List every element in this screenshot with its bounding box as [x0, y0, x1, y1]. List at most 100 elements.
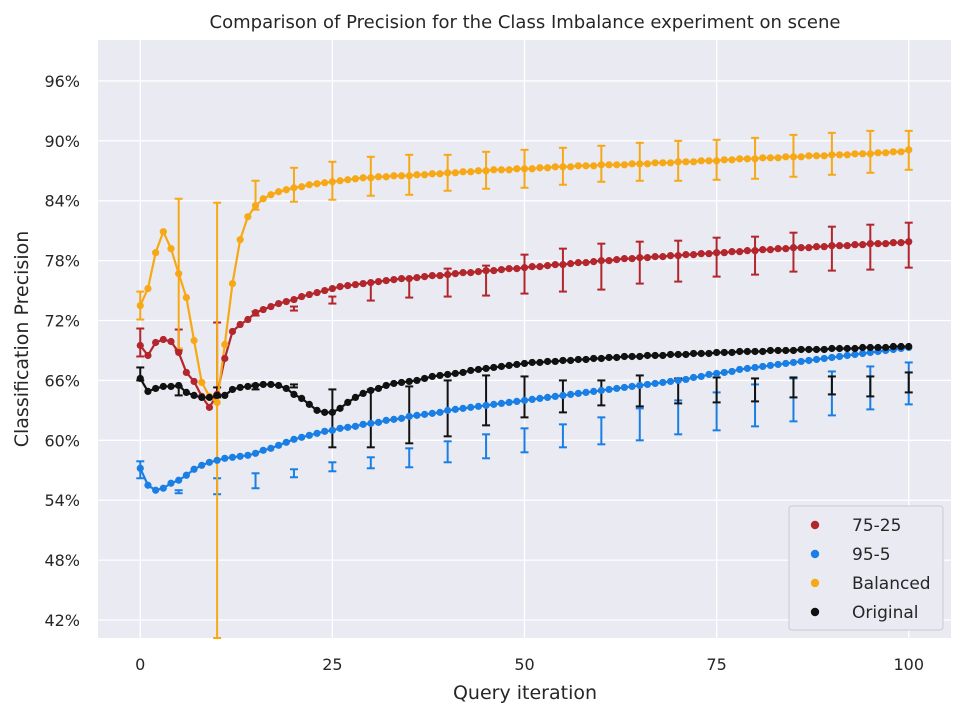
- data-point-95-5: [751, 363, 759, 372]
- data-point-95-5: [182, 471, 190, 479]
- data-point-original: [889, 342, 897, 351]
- data-point-75-25: [905, 238, 913, 246]
- data-point-75-25: [274, 299, 283, 308]
- data-point-95-5: [420, 410, 429, 418]
- data-point-95-5: [282, 438, 290, 446]
- data-point-95-5: [835, 352, 844, 361]
- y-tick-label: 90%: [44, 132, 80, 151]
- data-point-balanced: [805, 152, 813, 160]
- data-point-original: [459, 368, 467, 377]
- data-point-balanced: [574, 162, 582, 170]
- data-point-balanced: [490, 166, 498, 174]
- data-point-balanced: [874, 149, 882, 157]
- error-bar-original: [866, 375, 875, 398]
- data-point-75-25: [590, 258, 598, 266]
- data-point-balanced: [582, 162, 590, 170]
- data-point-75-25: [374, 277, 383, 286]
- data-point-75-25: [882, 240, 890, 248]
- data-point-original: [420, 374, 429, 383]
- data-point-75-25: [551, 261, 559, 269]
- data-point-original: [413, 376, 421, 385]
- data-point-balanced: [628, 160, 636, 168]
- data-point-95-5: [359, 420, 367, 428]
- data-point-balanced: [866, 150, 874, 158]
- data-point-95-5: [351, 422, 360, 430]
- data-point-original: [282, 384, 290, 393]
- data-point-75-25: [313, 288, 321, 297]
- error-bar-original: [289, 383, 298, 389]
- data-point-original: [789, 346, 798, 355]
- data-point-75-25: [728, 248, 736, 256]
- data-point-95-5: [382, 416, 390, 424]
- data-point-75-25: [451, 270, 459, 278]
- data-point-95-5: [205, 458, 214, 466]
- data-point-75-25: [559, 261, 567, 269]
- data-point-original: [190, 391, 198, 400]
- data-point-75-25: [851, 241, 859, 249]
- data-point-original: [152, 384, 160, 393]
- data-point-balanced: [374, 173, 383, 181]
- data-point-original: [743, 347, 751, 356]
- data-point-original: [397, 378, 406, 387]
- data-point-original: [866, 343, 874, 352]
- data-point-75-25: [797, 244, 805, 252]
- data-point-75-25: [190, 377, 198, 386]
- data-point-original: [198, 393, 206, 402]
- data-point-original: [874, 343, 882, 352]
- data-point-balanced: [597, 161, 605, 169]
- data-point-95-5: [321, 427, 329, 435]
- error-bar-95-5: [597, 416, 606, 446]
- data-point-75-25: [159, 335, 167, 344]
- data-point-75-25: [805, 244, 813, 252]
- data-point-75-25: [897, 239, 905, 247]
- data-point-75-25: [152, 338, 160, 347]
- error-bar-75-25: [712, 236, 721, 278]
- data-point-75-25: [697, 250, 705, 258]
- data-point-balanced: [766, 154, 775, 162]
- data-point-95-5: [789, 358, 798, 367]
- data-point-original: [797, 345, 805, 354]
- data-point-balanced: [451, 169, 459, 177]
- data-point-balanced: [697, 157, 705, 165]
- data-point-75-25: [290, 295, 298, 304]
- data-point-balanced: [474, 167, 482, 175]
- data-point-balanced: [743, 155, 751, 163]
- data-point-original: [359, 389, 367, 398]
- data-point-95-5: [520, 396, 529, 404]
- data-point-95-5: [628, 382, 636, 391]
- data-point-95-5: [159, 484, 167, 492]
- data-point-75-25: [674, 252, 682, 260]
- data-point-balanced: [328, 178, 336, 186]
- error-bar-75-25: [520, 253, 529, 295]
- error-bar-95-5: [635, 407, 644, 442]
- data-point-balanced: [720, 156, 728, 164]
- data-point-75-25: [413, 274, 421, 282]
- data-point-original: [613, 353, 621, 362]
- data-point-balanced: [152, 249, 160, 257]
- data-point-original: [774, 346, 782, 355]
- data-point-original: [244, 382, 252, 391]
- data-point-75-25: [782, 245, 790, 253]
- data-point-balanced: [190, 336, 198, 345]
- data-point-original: [236, 383, 244, 392]
- data-point-balanced: [705, 157, 713, 165]
- data-point-balanced: [505, 166, 513, 174]
- data-point-95-5: [405, 412, 413, 420]
- data-point-95-5: [713, 369, 721, 378]
- data-point-original: [720, 348, 728, 357]
- data-point-75-25: [267, 302, 275, 311]
- data-point-original: [321, 408, 329, 416]
- data-point-balanced: [674, 158, 682, 166]
- error-bar-75-25: [328, 295, 337, 305]
- data-point-original: [274, 381, 283, 390]
- data-point-original: [590, 354, 598, 363]
- data-point-original: [682, 350, 690, 359]
- data-point-75-25: [144, 351, 152, 360]
- data-point-95-5: [459, 404, 467, 412]
- data-point-original: [344, 398, 352, 406]
- data-point-95-5: [805, 356, 813, 365]
- data-point-balanced: [459, 168, 467, 176]
- data-point-balanced: [851, 150, 859, 158]
- data-point-balanced: [613, 161, 621, 169]
- data-point-original: [766, 346, 775, 355]
